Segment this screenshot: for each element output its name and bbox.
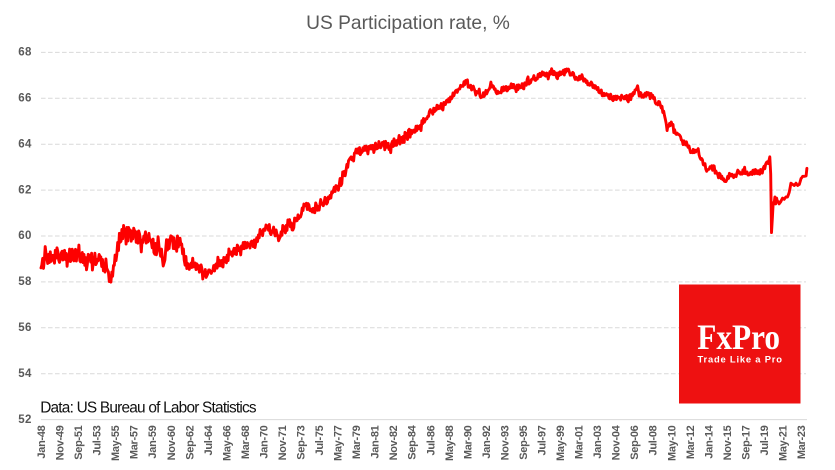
svg-text:Trade Like a Pro: Trade Like a Pro bbox=[698, 354, 783, 365]
svg-text:62: 62 bbox=[18, 184, 32, 196]
svg-text:56: 56 bbox=[18, 322, 32, 334]
svg-text:May-99: May-99 bbox=[555, 425, 567, 461]
svg-text:64: 64 bbox=[18, 138, 32, 150]
svg-text:Sep-06: Sep-06 bbox=[629, 425, 641, 459]
svg-text:Jul-64: Jul-64 bbox=[203, 424, 215, 455]
svg-text:Sep-62: Sep-62 bbox=[184, 425, 196, 459]
svg-text:Data: US Bureau of Labor Stati: Data: US Bureau of Labor Statistics bbox=[40, 400, 257, 417]
svg-text:Jul-97: Jul-97 bbox=[537, 425, 549, 455]
svg-text:Jan-03: Jan-03 bbox=[592, 425, 604, 458]
svg-text:Nov-71: Nov-71 bbox=[277, 425, 289, 460]
svg-text:Nov-49: Nov-49 bbox=[55, 425, 67, 460]
svg-text:Jan-81: Jan-81 bbox=[370, 425, 382, 458]
svg-text:US Participation rate, %: US Participation rate, % bbox=[306, 13, 510, 34]
svg-text:Jan-48: Jan-48 bbox=[36, 425, 48, 458]
svg-text:Jul-86: Jul-86 bbox=[425, 425, 437, 455]
svg-text:Sep-17: Sep-17 bbox=[740, 425, 752, 459]
svg-text:Jan-14: Jan-14 bbox=[703, 424, 715, 458]
svg-text:May-77: May-77 bbox=[333, 425, 345, 461]
svg-text:May-10: May-10 bbox=[666, 425, 678, 461]
svg-text:May-55: May-55 bbox=[110, 425, 122, 461]
svg-text:Jul-19: Jul-19 bbox=[759, 425, 771, 455]
svg-text:Jan-59: Jan-59 bbox=[147, 425, 159, 458]
svg-text:May-66: May-66 bbox=[221, 425, 233, 461]
svg-text:Mar-79: Mar-79 bbox=[351, 425, 363, 459]
svg-text:Jul-75: Jul-75 bbox=[314, 425, 326, 455]
svg-text:68: 68 bbox=[18, 47, 32, 59]
svg-text:FxPro: FxPro bbox=[697, 318, 780, 358]
svg-text:Sep-84: Sep-84 bbox=[407, 424, 419, 459]
svg-text:Sep-73: Sep-73 bbox=[296, 425, 308, 459]
svg-text:May-21: May-21 bbox=[778, 425, 790, 461]
svg-text:Jan-70: Jan-70 bbox=[258, 425, 270, 458]
svg-text:58: 58 bbox=[18, 276, 32, 288]
svg-text:Nov-60: Nov-60 bbox=[166, 425, 178, 460]
svg-text:Nov-93: Nov-93 bbox=[499, 425, 511, 460]
svg-text:May-88: May-88 bbox=[444, 425, 456, 461]
svg-text:Mar-68: Mar-68 bbox=[240, 425, 252, 459]
svg-text:54: 54 bbox=[18, 368, 32, 380]
svg-text:Jan-92: Jan-92 bbox=[481, 425, 493, 458]
svg-text:Nov-15: Nov-15 bbox=[722, 425, 734, 460]
svg-text:Mar-57: Mar-57 bbox=[129, 425, 141, 459]
svg-text:Jul-53: Jul-53 bbox=[92, 425, 104, 455]
svg-text:52: 52 bbox=[18, 414, 32, 426]
svg-text:Nov-82: Nov-82 bbox=[388, 425, 400, 460]
svg-text:Mar-23: Mar-23 bbox=[796, 425, 808, 459]
svg-text:60: 60 bbox=[18, 230, 32, 242]
svg-text:Nov-04: Nov-04 bbox=[611, 424, 623, 460]
svg-text:66: 66 bbox=[18, 93, 32, 105]
svg-text:Mar-12: Mar-12 bbox=[685, 425, 697, 459]
svg-text:Mar-01: Mar-01 bbox=[574, 425, 586, 459]
svg-text:Sep-51: Sep-51 bbox=[73, 425, 85, 459]
svg-text:Mar-90: Mar-90 bbox=[462, 425, 474, 459]
svg-text:Sep-95: Sep-95 bbox=[518, 425, 530, 459]
svg-text:Jul-08: Jul-08 bbox=[648, 425, 660, 455]
